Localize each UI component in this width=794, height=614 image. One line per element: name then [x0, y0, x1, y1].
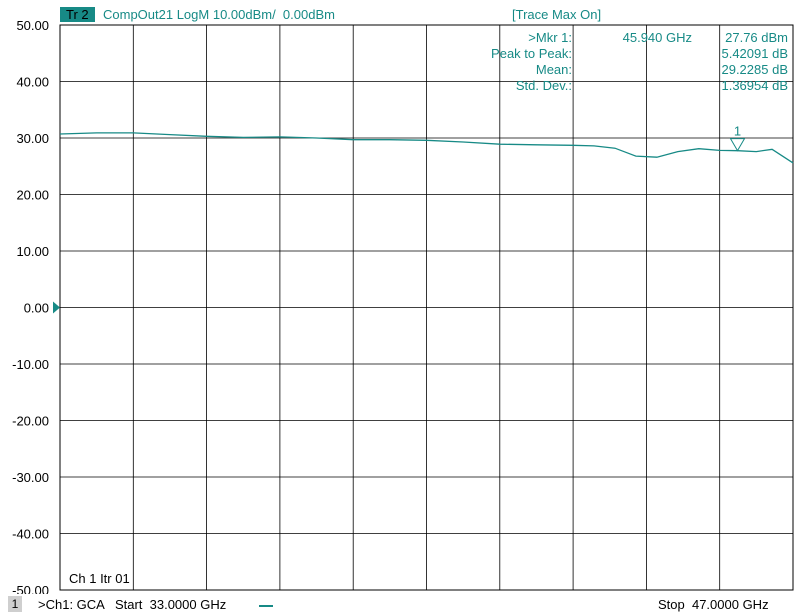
marker-stat-extra: 1.36954 dB: [721, 78, 788, 93]
marker: 1: [729, 124, 746, 152]
trace: [59, 132, 794, 164]
y-tick-label: -20.00: [12, 414, 49, 429]
marker-triangle: [729, 138, 746, 152]
y-tick-label: -50.00: [12, 583, 49, 594]
trace-color-swatch: [259, 605, 273, 607]
y-tick-label: 30.00: [16, 131, 49, 146]
y-tick-label: -40.00: [12, 527, 49, 542]
y-tick-label: 40.00: [16, 75, 49, 90]
trace-badge[interactable]: Tr 2: [60, 7, 95, 22]
y-tick-label: 10.00: [16, 244, 49, 259]
marker-stat-label: Std. Dev.:: [516, 78, 572, 93]
marker-stat-extra: 5.42091 dB: [721, 46, 788, 61]
marker-stats: >Mkr 1: 45.940 GHz 27.76 dBm Peak to Peak: 5…: [491, 30, 788, 93]
channel-number-button[interactable]: 1: [8, 596, 22, 612]
marker-stat-label: >Mkr 1:: [528, 30, 572, 45]
marker-stat-label: Mean:: [536, 62, 572, 77]
chart: 50.00 40.00 30.00 20.00 10.00 0.00 -10.00 -20.0…: [12, 18, 794, 594]
trace-info: CompOut21 LogM 10.00dBm/ 0.00dBm: [103, 7, 335, 22]
y-axis-labels: 50.00 40.00 30.00 20.00 10.00 0.00 -10.00 -20.0…: [12, 18, 49, 594]
trace-line: [59, 132, 794, 164]
y-tick-label: 0.00: [24, 301, 49, 316]
marker-label: 1: [734, 124, 741, 139]
trace-header: Tr 2 CompOut21 LogM 10.00dBm/ 0.00dBm [T…: [0, 0, 794, 24]
y-tick-label: 20.00: [16, 188, 49, 203]
stop-frequency: Stop 47.0000 GHz: [658, 597, 769, 612]
status-footer: 1 >Ch1: GCA Start 33.0000 GHz Stop 47.00…: [0, 594, 794, 614]
marker-stat-extra: 29.2285 dB: [721, 62, 788, 77]
y-tick-label: -10.00: [12, 357, 49, 372]
marker-stat-value: 45.940 GHz: [623, 30, 692, 45]
reference-level-arrow: [53, 301, 60, 314]
trace-mode: [Trace Max On]: [512, 7, 602, 22]
grid: [59, 24, 794, 591]
reference-level-indicator: [53, 301, 60, 314]
channel-info: >Ch1: GCA Start 33.0000 GHz: [38, 597, 227, 612]
marker-stat-label: Peak to Peak:: [491, 46, 572, 61]
marker-stat-extra: 27.76 dBm: [725, 30, 788, 45]
y-tick-label: -30.00: [12, 470, 49, 485]
channel-label: Ch 1 Itr 01: [69, 571, 130, 586]
y-tick-label: 50.00: [16, 18, 49, 33]
